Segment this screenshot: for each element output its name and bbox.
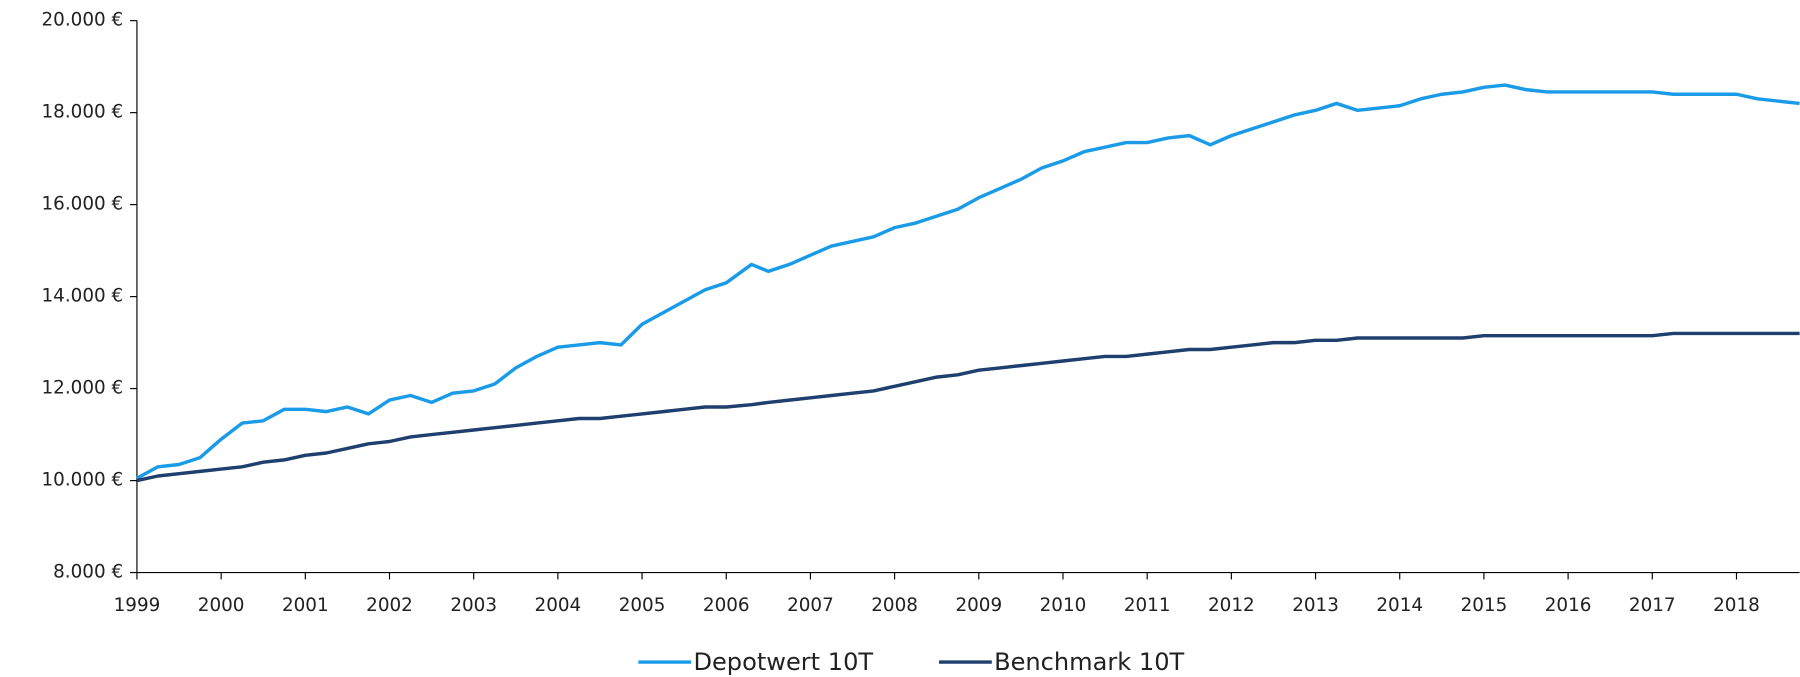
x-tick-label: 2004 bbox=[535, 595, 582, 616]
x-tick-label: 2008 bbox=[871, 595, 918, 616]
legend-label: Benchmark 10T bbox=[994, 648, 1184, 676]
y-tick-label: 8.000 € bbox=[53, 562, 123, 583]
y-tick-label: 12.000 € bbox=[41, 378, 123, 399]
x-tick-label: 2011 bbox=[1124, 595, 1171, 616]
x-tick-label: 2009 bbox=[955, 595, 1002, 616]
data-line bbox=[136, 83, 1800, 480]
legend-label: Depotwert 10T bbox=[693, 648, 873, 676]
data-line bbox=[136, 331, 1800, 483]
x-tick-label: 2003 bbox=[450, 595, 497, 616]
x-tick-label: 2018 bbox=[1713, 595, 1760, 616]
x-tick-label: 2010 bbox=[1040, 595, 1087, 616]
x-tick-label: 2015 bbox=[1461, 595, 1508, 616]
x-tick-label: 2000 bbox=[198, 595, 245, 616]
y-tick-label: 16.000 € bbox=[41, 194, 123, 215]
x-tick-label: 2007 bbox=[787, 595, 834, 616]
x-tick-label: 2016 bbox=[1545, 595, 1592, 616]
y-tick-label: 20.000 € bbox=[41, 10, 123, 31]
x-tick-label: 2014 bbox=[1376, 595, 1423, 616]
x-tick-label: 2005 bbox=[619, 595, 666, 616]
y-tick-label: 18.000 € bbox=[41, 102, 123, 123]
x-tick-label: 2017 bbox=[1629, 595, 1676, 616]
x-tick-label: 2001 bbox=[282, 595, 329, 616]
y-tick-label: 14.000 € bbox=[41, 286, 123, 307]
x-tick-label: 2012 bbox=[1208, 595, 1255, 616]
x-tick-label: 1999 bbox=[114, 595, 161, 616]
x-tick-label: 2006 bbox=[703, 595, 750, 616]
y-tick-label: 10.000 € bbox=[41, 470, 123, 491]
x-tick-label: 2002 bbox=[366, 595, 413, 616]
x-tick-label: 2013 bbox=[1292, 595, 1339, 616]
